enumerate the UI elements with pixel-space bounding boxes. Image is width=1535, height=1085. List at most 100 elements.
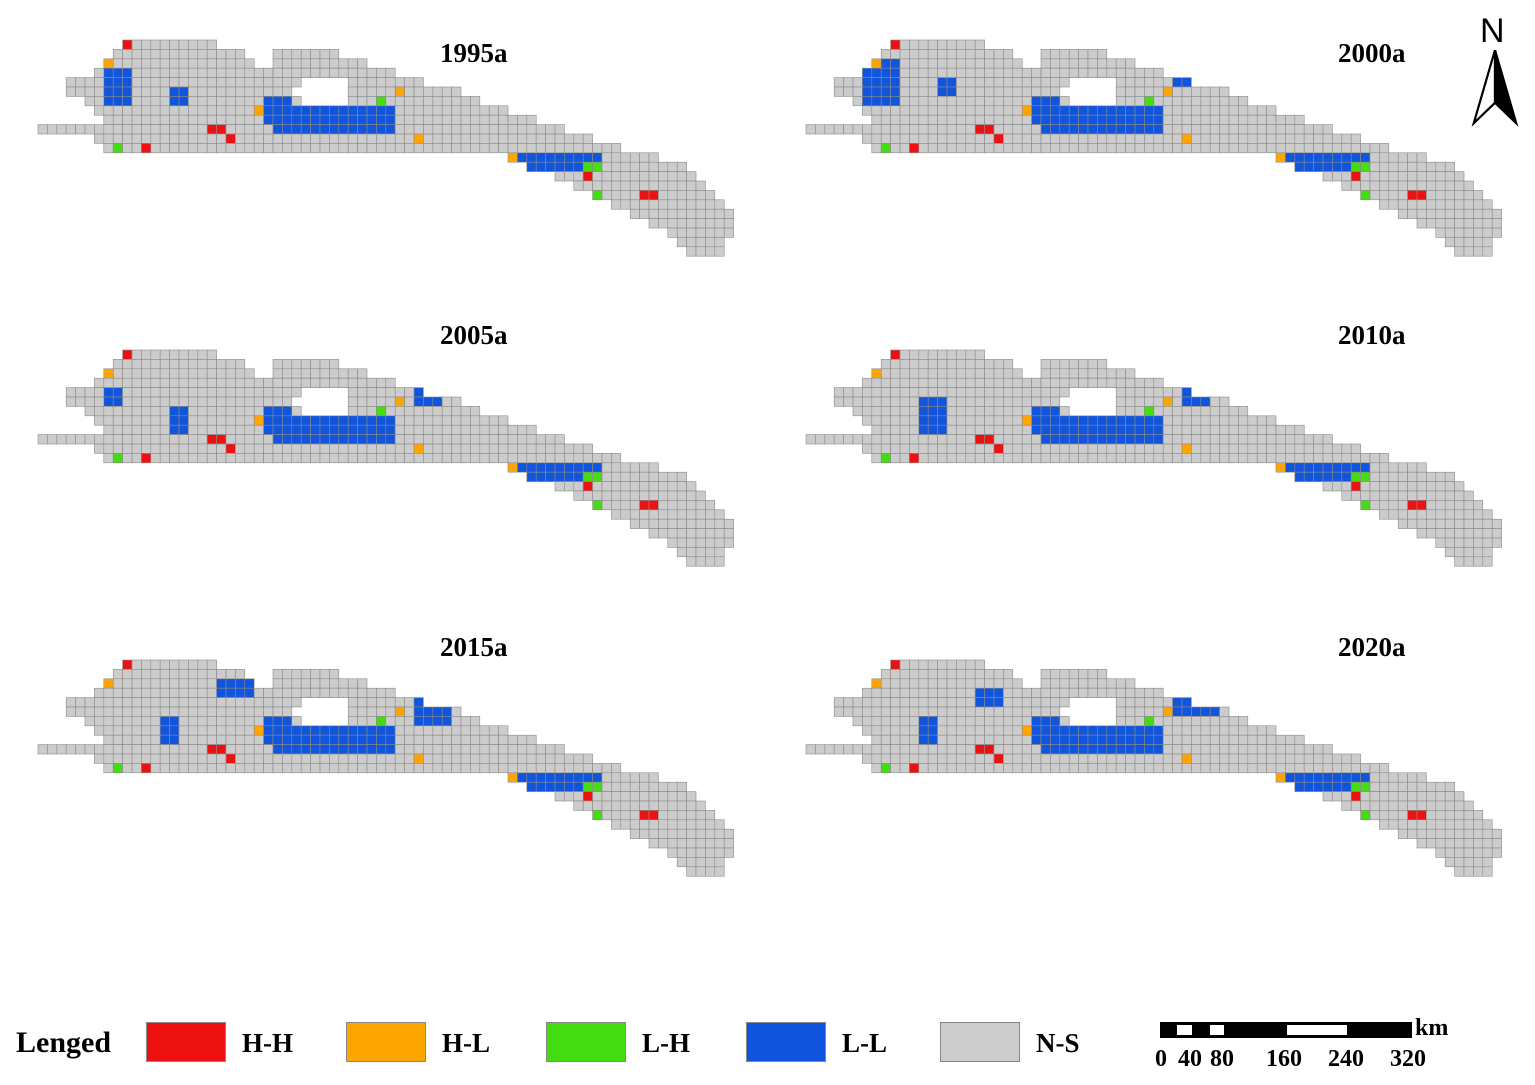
grid-cell-l-l (347, 424, 358, 435)
grid-cell-n-s (862, 687, 873, 698)
grid-cell-n-s (1003, 124, 1014, 135)
grid-cell-n-s (862, 434, 873, 445)
grid-cell-n-s (178, 753, 189, 764)
grid-cell-n-s (197, 443, 208, 454)
grid-cell-n-s (188, 424, 199, 435)
grid-cell-n-s (235, 734, 246, 745)
grid-cell-n-s (1360, 171, 1371, 182)
grid-cell-l-l (319, 105, 330, 116)
grid-cell-n-s (1134, 406, 1145, 417)
grid-cell-n-s (310, 453, 321, 464)
grid-cell-n-s (413, 734, 424, 745)
grid-cell-n-s (1444, 518, 1455, 529)
grid-cell-n-s (451, 133, 462, 144)
grid-cell-n-s (1228, 744, 1239, 755)
grid-cell-n-s (1444, 490, 1455, 501)
grid-cell-n-s (84, 396, 95, 407)
grid-cell-n-s (282, 396, 293, 407)
grid-cell-n-s (169, 58, 180, 69)
grid-cell-n-s (620, 180, 631, 191)
grid-cell-n-s (357, 67, 368, 78)
grid-cell-n-s (206, 424, 217, 435)
grid-cell-n-s (178, 359, 189, 370)
grid-cell-n-s (993, 96, 1004, 107)
grid-cell-n-s (611, 471, 622, 482)
grid-cell-n-s (347, 396, 358, 407)
grid-cell-n-s (658, 528, 669, 539)
grid-cell-l-l (1115, 415, 1126, 426)
grid-cell-l-l (338, 734, 349, 745)
grid-cell-n-s (1219, 86, 1230, 97)
grid-cell-n-s (122, 105, 133, 116)
grid-cell-n-s (404, 744, 415, 755)
grid-cell-n-s (676, 781, 687, 792)
grid-cell-l-l (918, 716, 929, 727)
grid-cell-n-s (1181, 86, 1192, 97)
grid-cell-l-l (329, 415, 340, 426)
grid-cell-n-s (131, 669, 142, 680)
grid-cell-n-s (479, 753, 490, 764)
grid-cell-n-s (582, 763, 593, 774)
grid-cell-n-s (1078, 133, 1089, 144)
grid-cell-n-s (862, 744, 873, 755)
grid-cell-n-s (815, 434, 826, 445)
grid-cell-n-s (1275, 143, 1286, 154)
grid-cell-n-s (620, 791, 631, 802)
grid-cell-n-s (984, 114, 995, 125)
grid-cell-n-s (918, 744, 929, 755)
grid-cell-n-s (880, 415, 891, 426)
grid-cell-n-s (1021, 67, 1032, 78)
grid-cell-n-s (1454, 500, 1465, 511)
grid-cell-n-s (1322, 481, 1333, 492)
grid-cell-l-l (1322, 462, 1333, 473)
grid-cell-l-h (112, 453, 123, 464)
grid-cell-n-s (244, 406, 255, 417)
grid-cell-l-l (310, 734, 321, 745)
grid-cell-l-h (112, 763, 123, 774)
grid-cell-n-s (441, 406, 452, 417)
grid-cell-n-s (178, 67, 189, 78)
grid-cell-n-s (216, 377, 227, 388)
grid-cell-n-s (376, 67, 387, 78)
grid-cell-n-s (178, 133, 189, 144)
grid-cell-l-l (178, 86, 189, 97)
grid-cell-n-s (620, 500, 631, 511)
grid-cell-n-s (235, 124, 246, 135)
grid-cell-n-s (1003, 697, 1014, 708)
grid-cell-n-s (1097, 669, 1108, 680)
grid-cell-l-l (432, 716, 443, 727)
grid-cell-l-l (1040, 424, 1051, 435)
grid-cell-n-s (1228, 424, 1239, 435)
grid-cell-n-s (159, 349, 170, 360)
grid-cell-n-s (507, 744, 518, 755)
grid-cell-l-l (1050, 434, 1061, 445)
grid-cell-n-s (159, 396, 170, 407)
grid-cell-n-s (714, 509, 725, 520)
grid-cell-n-s (1388, 171, 1399, 182)
grid-cell-n-s (357, 77, 368, 88)
panel-title-2020: 2020a (1338, 632, 1406, 662)
grid-cell-l-l (1078, 415, 1089, 426)
grid-cell-n-s (488, 453, 499, 464)
grid-cell-n-s (131, 143, 142, 154)
grid-cell-n-s (723, 218, 734, 229)
grid-cell-n-s (1435, 781, 1446, 792)
grid-cell-n-s (1209, 424, 1220, 435)
grid-cell-n-s (150, 763, 161, 774)
grid-cell-l-l (272, 415, 283, 426)
grid-cell-n-s (1247, 734, 1258, 745)
grid-cell-n-s (141, 77, 152, 88)
grid-cell-n-s (1040, 396, 1051, 407)
grid-cell-n-s (1454, 847, 1465, 858)
grid-cell-n-s (1294, 114, 1305, 125)
grid-cell-n-s (159, 706, 170, 717)
grid-cell-n-s (714, 819, 725, 830)
grid-cell-n-s (159, 114, 170, 125)
grid-cell-n-s (244, 58, 255, 69)
grid-cell-n-s (272, 58, 283, 69)
grid-cell-n-s (150, 406, 161, 417)
grid-cell-l-l (1350, 462, 1361, 473)
grid-cell-n-s (131, 406, 142, 417)
grid-cell-n-s (1003, 133, 1014, 144)
grid-cell-n-s (347, 387, 358, 398)
